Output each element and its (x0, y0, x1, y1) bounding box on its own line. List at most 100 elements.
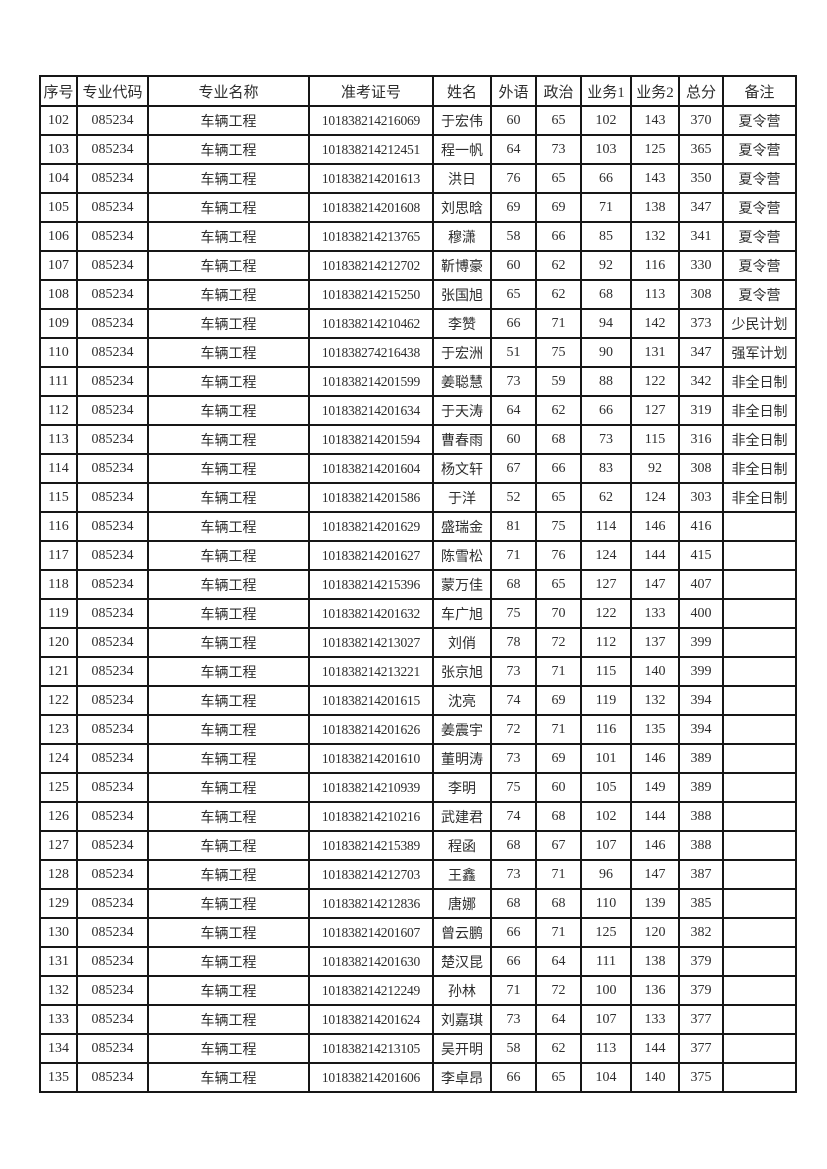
table-row: 110 085234 车辆工程 101838274216438 于宏洲 51 75 90 131… (39, 337, 797, 368)
cell: 085234 (76, 656, 149, 687)
cell: 64 (535, 946, 582, 977)
cell: 76 (490, 163, 537, 194)
cell: 136 (630, 975, 680, 1006)
cell: 66 (490, 1062, 537, 1093)
cell: 085234 (76, 395, 149, 426)
cell: 68 (535, 424, 582, 455)
cell: 109 (39, 308, 78, 339)
table-row: 135 085234 车辆工程 101838214201606 李卓昂 66 65 104 14… (39, 1062, 797, 1093)
cell: 车辆工程 (147, 279, 310, 310)
cell: 101838214213221 (308, 656, 434, 687)
cell: 085234 (76, 453, 149, 484)
cell: 69 (535, 192, 582, 223)
cell (722, 714, 797, 745)
table-row: 104 085234 车辆工程 101838214201613 洪日 76 65 66 143 3… (39, 163, 797, 194)
table-row: 119 085234 车辆工程 101838214201632 车广旭 75 70 122 13… (39, 598, 797, 629)
cell: 69 (535, 743, 582, 774)
cell: 139 (630, 888, 680, 919)
table-row: 130 085234 车辆工程 101838214201607 曾云鹏 66 71 125 12… (39, 917, 797, 948)
cell: 385 (678, 888, 724, 919)
cell: 085234 (76, 366, 149, 397)
cell: 101838214201632 (308, 598, 434, 629)
cell: 陈雪松 (432, 540, 492, 571)
cell: 373 (678, 308, 724, 339)
cell: 车辆工程 (147, 1033, 310, 1064)
cell: 105 (39, 192, 78, 223)
cell: 68 (490, 569, 537, 600)
table-row: 108 085234 车辆工程 101838214215250 张国旭 65 62 68 113… (39, 279, 797, 310)
cell: 101838214210462 (308, 308, 434, 339)
cell: 夏令营 (722, 221, 797, 252)
cell: 085234 (76, 598, 149, 629)
cell: 夏令营 (722, 279, 797, 310)
cell: 101838214201634 (308, 395, 434, 426)
cell: 车辆工程 (147, 1004, 310, 1035)
cell: 73 (490, 859, 537, 890)
cell: 58 (490, 221, 537, 252)
cell: 101838214201599 (308, 366, 434, 397)
cell: 131 (39, 946, 78, 977)
cell: 101838214212249 (308, 975, 434, 1006)
cell: 车辆工程 (147, 598, 310, 629)
cell: 389 (678, 772, 724, 803)
cell: 66 (490, 308, 537, 339)
cell: 377 (678, 1033, 724, 1064)
cell: 144 (630, 540, 680, 571)
cell: 59 (535, 366, 582, 397)
cell: 085234 (76, 482, 149, 513)
table-row: 111 085234 车辆工程 101838214201599 姜聪慧 73 59 88 122… (39, 366, 797, 397)
cell: 085234 (76, 714, 149, 745)
cell: 车辆工程 (147, 424, 310, 455)
cell: 81 (490, 511, 537, 542)
cell: 118 (39, 569, 78, 600)
cell: 347 (678, 192, 724, 223)
cell: 68 (490, 830, 537, 861)
cell: 101838214201610 (308, 743, 434, 774)
cell: 101838214201624 (308, 1004, 434, 1035)
cell: 车辆工程 (147, 221, 310, 252)
cell: 111 (39, 366, 78, 397)
cell: 101838214213105 (308, 1033, 434, 1064)
cell: 134 (39, 1033, 78, 1064)
cell: 73 (535, 134, 582, 165)
cell: 车辆工程 (147, 482, 310, 513)
cell: 于天涛 (432, 395, 492, 426)
cell: 113 (580, 1033, 632, 1064)
cell: 379 (678, 946, 724, 977)
cell: 85 (580, 221, 632, 252)
cell: 66 (490, 946, 537, 977)
cell: 146 (630, 830, 680, 861)
cell: 308 (678, 279, 724, 310)
cell: 128 (39, 859, 78, 890)
cell: 71 (580, 192, 632, 223)
cell: 车辆工程 (147, 105, 310, 136)
cell: 75 (490, 772, 537, 803)
cell: 沈亮 (432, 685, 492, 716)
cell: 104 (580, 1062, 632, 1093)
cell: 70 (535, 598, 582, 629)
cell: 107 (580, 1004, 632, 1035)
cell: 71 (535, 917, 582, 948)
cell: 65 (535, 163, 582, 194)
cell: 于宏洲 (432, 337, 492, 368)
cell: 394 (678, 685, 724, 716)
cell: 65 (490, 279, 537, 310)
cell: 60 (490, 424, 537, 455)
cell: 71 (535, 656, 582, 687)
column-header: 业务1 (580, 75, 632, 107)
cell: 101838214215389 (308, 830, 434, 861)
cell: 105 (580, 772, 632, 803)
cell: 于宏伟 (432, 105, 492, 136)
cell: 112 (39, 395, 78, 426)
cell: 085234 (76, 743, 149, 774)
cell: 122 (630, 366, 680, 397)
cell: 75 (535, 511, 582, 542)
cell: 085234 (76, 134, 149, 165)
cell: 415 (678, 540, 724, 571)
column-header: 专业代码 (76, 75, 149, 107)
cell (722, 685, 797, 716)
cell: 107 (39, 250, 78, 281)
cell: 113 (39, 424, 78, 455)
cell: 138 (630, 946, 680, 977)
cell: 车辆工程 (147, 192, 310, 223)
